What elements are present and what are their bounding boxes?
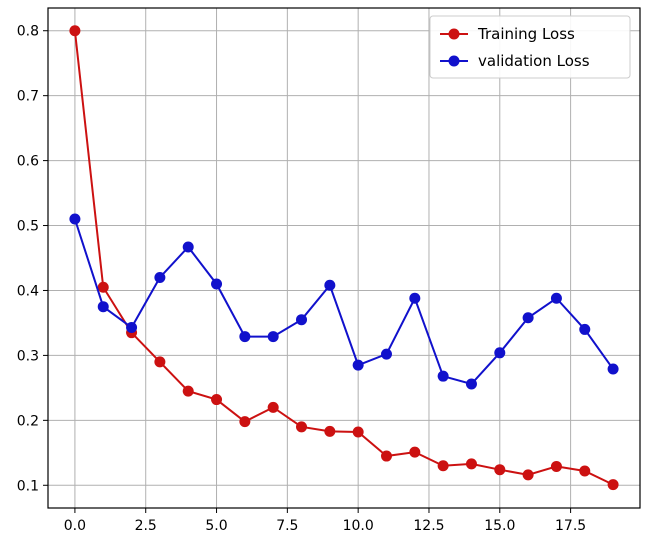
validation-loss-point bbox=[182, 241, 194, 253]
validation-loss-point bbox=[465, 378, 477, 390]
x-tick-label: 7.5 bbox=[276, 518, 298, 534]
validation-loss-line bbox=[73, 218, 614, 386]
x-tick-label: 0.0 bbox=[64, 518, 86, 534]
training-loss-point bbox=[97, 281, 109, 293]
y-tick-label: 0.8 bbox=[17, 24, 39, 40]
y-tick-label: 0.2 bbox=[17, 413, 39, 429]
validation-loss-point bbox=[324, 279, 336, 291]
y-tick-label: 0.7 bbox=[17, 89, 39, 105]
legend-label-training-loss: Training Loss bbox=[477, 25, 575, 43]
series bbox=[69, 25, 619, 491]
x-tick-label: 10.0 bbox=[343, 518, 374, 534]
training-loss-point bbox=[182, 385, 194, 397]
ticks: 0.0 2.5 5.0 7.5 10.0 12.5 15.0 17.5 0.1 0.2 0.3 0.4… bbox=[17, 24, 586, 534]
validation-loss-point bbox=[267, 331, 279, 343]
validation-loss-point bbox=[409, 292, 421, 304]
training-loss-point bbox=[550, 460, 562, 472]
validation-loss-point bbox=[550, 292, 562, 304]
training-loss-point bbox=[211, 394, 223, 406]
legend-box bbox=[429, 15, 631, 79]
legend-label-validation-loss: validation Loss bbox=[478, 52, 590, 70]
validation-loss-point bbox=[607, 363, 619, 375]
x-tick-label: 5.0 bbox=[205, 518, 227, 534]
validation-loss-point bbox=[154, 271, 166, 283]
plot-frame bbox=[47, 7, 641, 509]
validation-loss-point bbox=[437, 370, 449, 382]
training-loss-point bbox=[154, 356, 166, 368]
validation-loss-point bbox=[494, 347, 506, 359]
x-tick-label: 12.5 bbox=[413, 518, 444, 534]
training-loss-point bbox=[380, 450, 392, 462]
training-loss-point bbox=[607, 479, 619, 491]
y-tick-label: 0.1 bbox=[17, 478, 39, 494]
legend: Training Loss validation Loss bbox=[429, 15, 631, 79]
training-loss-line bbox=[73, 30, 614, 486]
legend-marker-training-loss bbox=[448, 28, 460, 40]
training-loss-point bbox=[437, 460, 449, 472]
training-loss-point bbox=[494, 464, 506, 476]
training-loss-point bbox=[267, 401, 279, 413]
validation-loss-point bbox=[69, 213, 81, 225]
legend-marker-validation-loss bbox=[448, 55, 460, 67]
training-loss-point bbox=[296, 421, 308, 433]
grid bbox=[48, 8, 640, 508]
validation-loss-point bbox=[352, 359, 364, 371]
x-tick-label: 17.5 bbox=[555, 518, 586, 534]
validation-loss-point bbox=[97, 301, 109, 313]
training-loss-point bbox=[522, 469, 534, 481]
training-loss-point bbox=[239, 416, 251, 428]
training-loss-point bbox=[324, 425, 336, 437]
training-loss-point bbox=[579, 465, 591, 477]
training-loss-point bbox=[465, 458, 477, 470]
training-loss-point bbox=[409, 446, 421, 458]
y-tick-label: 0.6 bbox=[17, 154, 39, 170]
y-tick-label: 0.4 bbox=[17, 283, 39, 299]
validation-loss-point bbox=[380, 348, 392, 360]
validation-loss-point bbox=[579, 323, 591, 335]
validation-loss-point bbox=[296, 314, 308, 326]
y-tick-label: 0.3 bbox=[17, 348, 39, 364]
validation-loss-point bbox=[211, 278, 223, 290]
x-tick-label: 15.0 bbox=[484, 518, 515, 534]
training-loss-point bbox=[352, 426, 364, 438]
validation-loss-point bbox=[522, 312, 534, 324]
training-loss-point bbox=[69, 25, 81, 37]
validation-loss-point bbox=[239, 331, 251, 343]
x-tick-label: 2.5 bbox=[135, 518, 157, 534]
y-tick-label: 0.5 bbox=[17, 219, 39, 235]
validation-loss-point bbox=[126, 321, 138, 333]
